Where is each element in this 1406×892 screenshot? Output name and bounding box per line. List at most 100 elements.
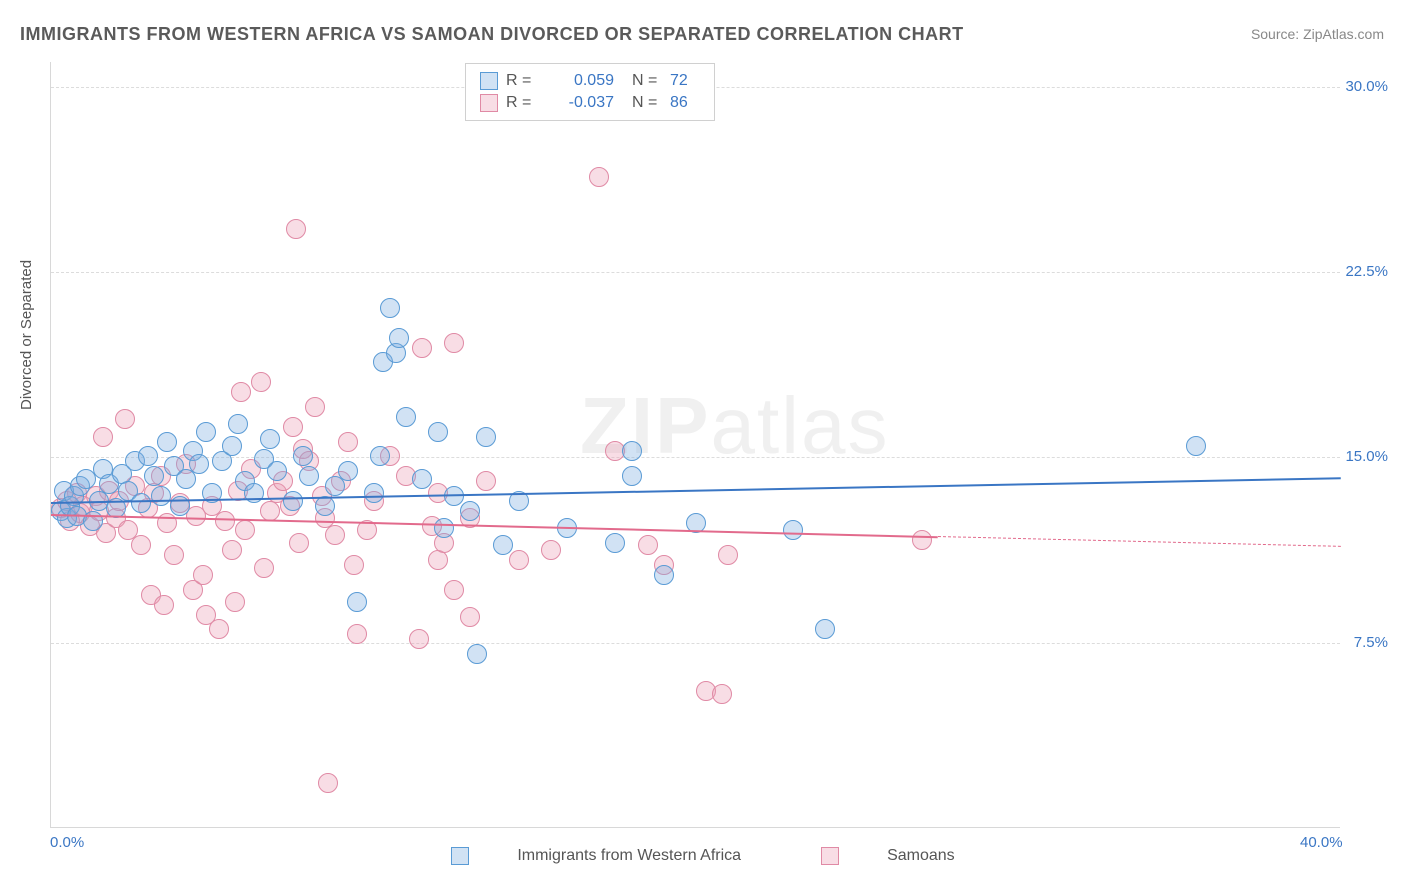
data-point [718, 545, 738, 565]
data-point [286, 219, 306, 239]
legend-label: Samoans [887, 847, 955, 865]
data-point [460, 607, 480, 627]
data-point [325, 525, 345, 545]
data-point [267, 461, 287, 481]
data-point [164, 545, 184, 565]
data-point [412, 338, 432, 358]
gridline [51, 457, 1340, 458]
data-point [509, 550, 529, 570]
trend-line [51, 514, 938, 538]
data-point [144, 466, 164, 486]
data-point [157, 432, 177, 452]
data-point [293, 446, 313, 466]
data-point [460, 501, 480, 521]
n-label: N = [632, 72, 662, 90]
data-point [389, 328, 409, 348]
x-tick-label: 40.0% [1300, 834, 1343, 851]
data-point [131, 493, 151, 513]
data-point [193, 565, 213, 585]
r-label: R = [506, 94, 536, 112]
y-axis-label: Divorced or Separated [18, 260, 35, 410]
data-point [589, 167, 609, 187]
gridline [51, 643, 1340, 644]
data-point [476, 427, 496, 447]
data-point [251, 372, 271, 392]
data-point [412, 469, 432, 489]
data-point [493, 535, 513, 555]
data-point [231, 382, 251, 402]
r-value: -0.037 [544, 94, 614, 112]
data-point [260, 429, 280, 449]
data-point [305, 397, 325, 417]
y-tick-label: 7.5% [1328, 634, 1388, 651]
y-tick-label: 22.5% [1328, 263, 1388, 280]
data-point [338, 432, 358, 452]
data-point [189, 454, 209, 474]
data-point [225, 592, 245, 612]
legend-series: Immigrants from Western Africa Samoans [0, 847, 1406, 870]
n-value: 72 [670, 72, 700, 90]
data-point [444, 333, 464, 353]
legend-label: Immigrants from Western Africa [517, 847, 741, 865]
data-point [115, 409, 135, 429]
data-point [209, 619, 229, 639]
data-point [434, 518, 454, 538]
data-point [409, 629, 429, 649]
data-point [347, 624, 367, 644]
data-point [712, 684, 732, 704]
legend-item: Samoans [801, 847, 975, 865]
x-tick-label: 0.0% [50, 834, 84, 851]
data-point [215, 511, 235, 531]
data-point [428, 550, 448, 570]
legend-stat-row: R =0.059N =72 [480, 70, 700, 92]
legend-stats: R =0.059N =72R =-0.037N =86 [465, 63, 715, 121]
data-point [318, 773, 338, 793]
legend-swatch [451, 847, 469, 865]
data-point [228, 414, 248, 434]
data-point [299, 466, 319, 486]
data-point [344, 555, 364, 575]
data-point [131, 535, 151, 555]
data-point [638, 535, 658, 555]
data-point [476, 471, 496, 491]
n-value: 86 [670, 94, 700, 112]
y-tick-label: 30.0% [1328, 78, 1388, 95]
data-point [654, 565, 674, 585]
data-point [283, 491, 303, 511]
legend-swatch [480, 94, 498, 112]
data-point [815, 619, 835, 639]
data-point [467, 644, 487, 664]
y-tick-label: 15.0% [1328, 448, 1388, 465]
data-point [260, 501, 280, 521]
data-point [289, 533, 309, 553]
data-point [370, 446, 390, 466]
data-point [622, 466, 642, 486]
legend-swatch [821, 847, 839, 865]
data-point [154, 595, 174, 615]
data-point [622, 441, 642, 461]
data-point [428, 422, 448, 442]
data-point [1186, 436, 1206, 456]
data-point [93, 427, 113, 447]
data-point [283, 417, 303, 437]
legend-stat-row: R = -0.037 N = 86 [480, 92, 700, 114]
legend-item: Immigrants from Western Africa [431, 847, 761, 865]
data-point [605, 533, 625, 553]
data-point [138, 446, 158, 466]
data-point [364, 483, 384, 503]
plot-area [50, 62, 1340, 828]
chart-container: IMMIGRANTS FROM WESTERN AFRICA VS SAMOAN… [0, 0, 1406, 892]
data-point [222, 436, 242, 456]
data-point [235, 520, 255, 540]
data-point [196, 422, 216, 442]
data-point [347, 592, 367, 612]
n-label: N = [632, 94, 662, 112]
trend-line-extrapolated [938, 536, 1341, 547]
data-point [338, 461, 358, 481]
data-point [541, 540, 561, 560]
data-point [151, 486, 171, 506]
r-label: R = [506, 72, 536, 90]
legend-swatch [480, 72, 498, 90]
data-point [244, 483, 264, 503]
data-point [254, 558, 274, 578]
